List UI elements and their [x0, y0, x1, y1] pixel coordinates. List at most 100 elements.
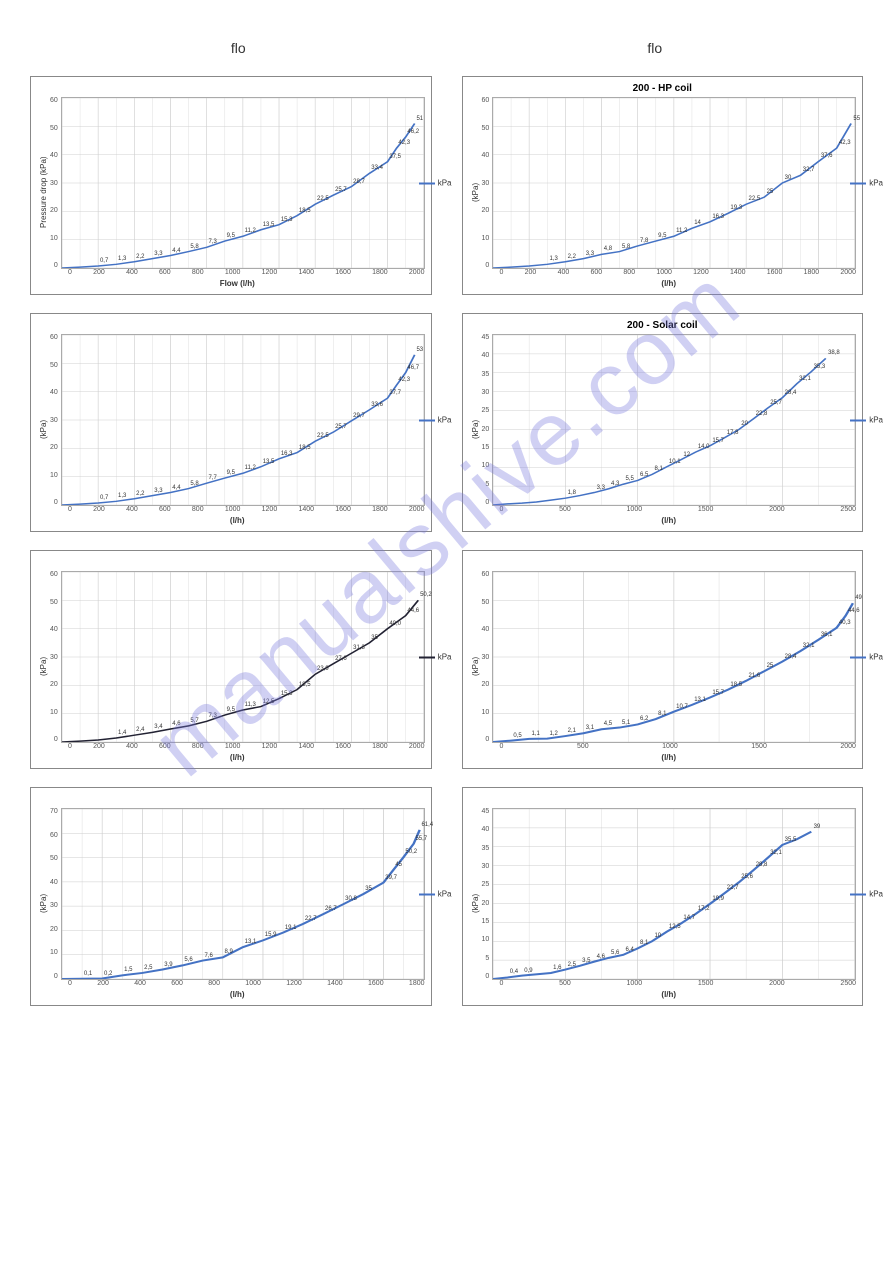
data-point-label: 39: [814, 824, 821, 830]
data-point-label: 46,2: [407, 129, 419, 135]
plot-area: 0,71,32,23,34,45,87,39,511,213,515,318,5…: [61, 97, 425, 269]
chart-panel-5: (kPa)01020304050600,51,11,22,13,14,55,16…: [462, 550, 864, 769]
data-point-label: 8,1: [654, 466, 662, 472]
y-ticks: 0102030405060: [50, 571, 61, 743]
legend: kPa: [419, 890, 452, 899]
data-point-label: 25,7: [770, 400, 782, 406]
data-point-label: 45: [395, 862, 402, 868]
legend-label: kPa: [869, 179, 883, 188]
y-ticks: 051015202530354045: [482, 334, 493, 506]
data-point-label: 40,3: [839, 620, 851, 626]
data-point-label: 1,1: [531, 731, 539, 737]
x-axis-label: (l/h): [50, 753, 425, 762]
chart-panel-2: (kPa)01020304050600,71,32,23,34,45,87,79…: [30, 313, 432, 532]
data-point-label: 3,3: [597, 485, 605, 491]
chart-title: [37, 320, 425, 332]
legend: kPa: [850, 653, 883, 662]
legend: kPa: [419, 416, 452, 425]
data-point-label: 0,7: [100, 495, 108, 501]
data-point-label: 18,5: [730, 682, 742, 688]
data-point-label: 32,1: [803, 643, 815, 649]
x-axis-label: (l/h): [50, 516, 425, 525]
data-point-label: 42,3: [398, 377, 410, 383]
data-point-label: 19,3: [730, 205, 742, 211]
data-point-label: 28,4: [785, 654, 797, 660]
data-point-label: 32,7: [803, 167, 815, 173]
data-point-label: 37,7: [389, 390, 401, 396]
data-point-label: 35,5: [785, 837, 797, 843]
data-point-label: 25: [767, 189, 774, 195]
chart-panel-4: (kPa)01020304050601,42,43,44,65,77,39,51…: [30, 550, 432, 769]
data-point-label: 28,4: [785, 390, 797, 396]
data-point-label: 15,9: [265, 932, 277, 938]
chart-title: [37, 83, 425, 95]
y-ticks: 010203040506070: [50, 808, 61, 980]
legend-label: kPa: [869, 416, 883, 425]
data-point-label: 11,3: [245, 702, 256, 708]
plot-area: 0,71,32,23,34,45,87,79,511,213,516,318,5…: [61, 334, 425, 506]
data-point-label: 23,9: [317, 666, 329, 672]
x-axis-label: (l/h): [50, 990, 425, 999]
y-axis-label: (kPa): [37, 571, 50, 762]
legend: kPa: [850, 416, 883, 425]
x-ticks: 0500100015002000: [500, 743, 857, 750]
data-point-label: 0,9: [524, 968, 532, 974]
x-ticks: 020040060080010001200140016001800: [68, 980, 425, 987]
data-point-label: 50,2: [405, 849, 417, 855]
data-point-label: 29,7: [353, 413, 365, 419]
y-ticks: 0102030405060: [50, 334, 61, 506]
data-point-label: 5,7: [190, 718, 198, 724]
data-point-label: 13,1: [245, 939, 257, 945]
data-point-label: 0,4: [510, 969, 518, 975]
y-axis-label: (kPa): [469, 808, 482, 999]
data-point-label: 4,5: [604, 721, 612, 727]
data-point-label: 50,2: [420, 592, 432, 598]
data-point-label: 14,0: [698, 444, 710, 450]
data-point-label: 3,9: [164, 962, 172, 968]
data-point-label: 18,5: [299, 682, 311, 688]
x-axis-label: Flow (l/h): [50, 279, 425, 288]
data-point-label: 3,1: [586, 725, 594, 731]
data-point-label: 25,6: [741, 874, 753, 880]
chart-title: 200 - Solar coil: [469, 320, 857, 332]
plot-area: 1,42,43,44,65,77,39,511,312,515,318,523,…: [61, 571, 425, 743]
data-point-label: 40,0: [389, 621, 401, 627]
data-point-label: 51: [416, 116, 423, 122]
y-axis-label: (kPa): [469, 571, 482, 762]
data-point-label: 5,6: [611, 950, 619, 956]
data-point-label: 8,9: [225, 949, 233, 955]
data-point-label: 16,3: [712, 214, 724, 220]
data-point-label: 22,5: [317, 433, 329, 439]
data-point-label: 44,6: [848, 608, 860, 614]
x-axis-label: (l/h): [482, 279, 857, 288]
data-point-label: 11,2: [676, 228, 687, 234]
data-point-label: 5,1: [622, 720, 630, 726]
data-point-label: 5,8: [622, 244, 630, 250]
data-point-label: 15,3: [281, 217, 293, 223]
data-point-label: 7,7: [208, 475, 216, 481]
data-point-label: 1,3: [118, 256, 126, 262]
x-ticks: 05001000150020002500: [500, 980, 857, 987]
data-point-label: 11,2: [245, 228, 256, 234]
x-ticks: 0200400600800100012001400160018002000: [68, 506, 425, 513]
legend-label: kPa: [869, 890, 883, 899]
y-axis-label: (kPa): [469, 97, 482, 288]
x-axis-label: (l/h): [482, 990, 857, 999]
data-point-label: 28,8: [756, 862, 768, 868]
data-point-label: 12,5: [669, 924, 681, 930]
data-point-label: 5,6: [184, 957, 192, 963]
legend-label: kPa: [438, 653, 452, 662]
data-point-label: 14,7: [683, 915, 695, 921]
data-point-label: 9,5: [658, 233, 666, 239]
legend-label: kPa: [438, 890, 452, 899]
data-point-label: 39,7: [385, 875, 397, 881]
chart-panel-3: 200 - Solar coil(kPa)0510152025303540451…: [462, 313, 864, 532]
data-point-label: 1,2: [550, 731, 558, 737]
data-point-label: 6,5: [640, 472, 648, 478]
data-point-label: 25: [767, 663, 774, 669]
plot-area: 1,32,23,34,85,87,89,511,21416,319,322,52…: [492, 97, 856, 269]
data-point-label: 4,6: [172, 721, 180, 727]
data-point-label: 25,7: [335, 424, 347, 430]
data-point-label: 3,4: [154, 724, 162, 730]
data-point-label: 15,7: [712, 438, 724, 444]
